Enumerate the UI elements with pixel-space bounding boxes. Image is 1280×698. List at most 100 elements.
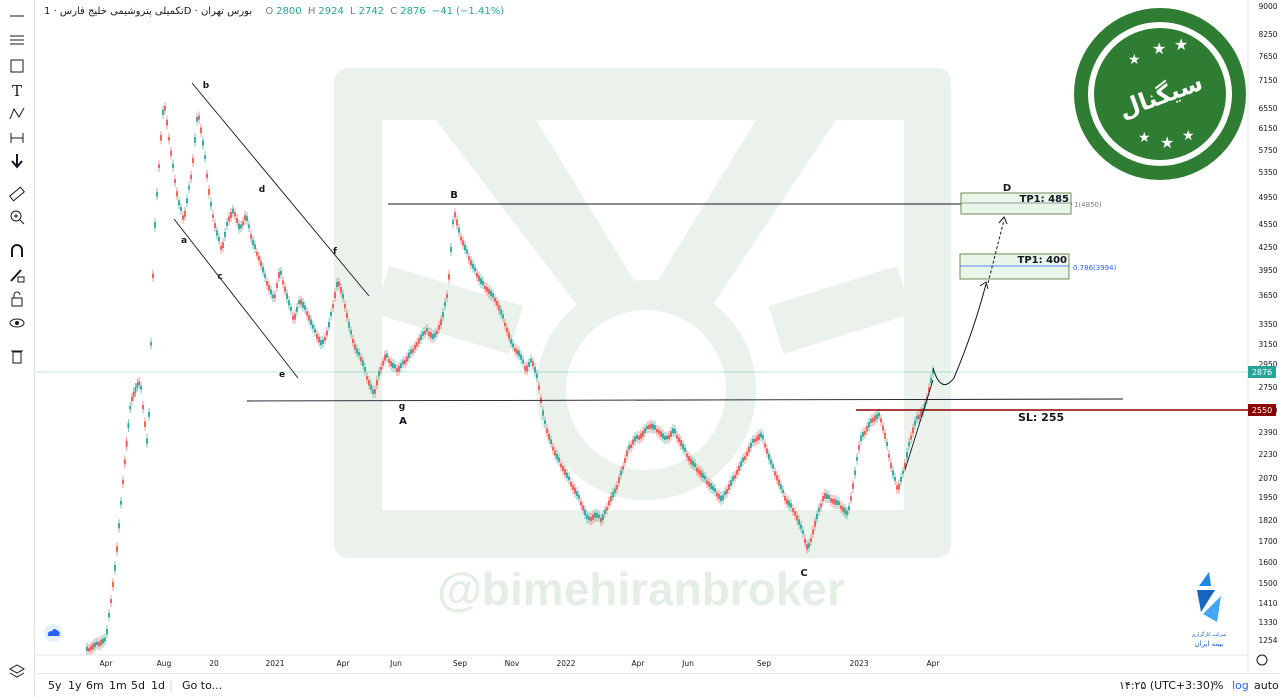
price-chart[interactable]: @bimehiranbroker 9000 8250 7650 7150 6550 615… (36, 0, 1280, 672)
range-5d-button[interactable]: 5d (131, 679, 145, 692)
candle-body (390, 361, 392, 367)
layers-icon[interactable] (6, 662, 28, 682)
candle-body (842, 506, 844, 512)
candle-body (744, 455, 746, 460)
candle-body (670, 431, 672, 437)
candle-body (570, 481, 572, 487)
candle-body (894, 477, 896, 481)
candle-body (816, 513, 818, 520)
timezone-label[interactable]: ۱۴:۲۵ (UTC+3:30) (1119, 679, 1215, 692)
range-1m-button[interactable]: 1m (109, 679, 127, 692)
candle-body (646, 425, 648, 430)
cloud-icon[interactable] (44, 624, 62, 642)
candle-body (520, 354, 522, 360)
candle-body (672, 428, 674, 434)
candle-body (932, 369, 934, 374)
candle-body (834, 498, 836, 505)
candle-body (764, 443, 766, 448)
candle-body (550, 439, 552, 444)
candle-body (424, 330, 426, 335)
candle-body (372, 389, 374, 394)
candle-body (616, 485, 618, 490)
zoom-in-icon[interactable] (6, 207, 28, 227)
candle-body (850, 496, 852, 501)
candle-body (340, 287, 342, 293)
candle-body (402, 360, 404, 365)
candle-body (290, 307, 292, 311)
candle-body (436, 330, 438, 335)
auto-toggle[interactable]: auto (1254, 679, 1279, 692)
candle-body (726, 489, 728, 494)
settings-gear-icon[interactable] (1256, 654, 1268, 666)
trend-line-icon[interactable] (6, 30, 28, 50)
fib-upper-label: 1(4850) (1074, 201, 1102, 209)
candle-body (284, 286, 286, 292)
candle-body (482, 280, 484, 286)
candle-body (288, 300, 290, 306)
crosshair-icon[interactable] (6, 6, 28, 26)
pattern-icon[interactable] (6, 104, 28, 124)
candle-body (514, 347, 516, 352)
symbol-title[interactable]: تکمیلی پتروشیمی خلیج فارس · 1D · بورس ته… (44, 6, 253, 17)
candle-body (198, 115, 200, 120)
candle-body (282, 280, 284, 285)
candle-body (910, 435, 912, 440)
candle-body (790, 503, 792, 508)
candle-body (788, 500, 790, 507)
candle-body (548, 433, 550, 440)
candle-body (600, 517, 602, 523)
candle-body (870, 418, 872, 423)
log-toggle[interactable]: log (1232, 679, 1249, 692)
eye-icon[interactable] (6, 313, 28, 333)
candle-body (310, 319, 312, 325)
candle-body (490, 290, 492, 297)
candle-body (330, 312, 332, 317)
range-1d-button[interactable]: 1d (151, 679, 165, 692)
candle-body (802, 530, 804, 534)
candle-body (770, 459, 772, 465)
candle-body (380, 366, 382, 371)
rectangle-icon[interactable] (6, 56, 28, 76)
text-icon[interactable]: T (6, 80, 28, 100)
candle-body (830, 498, 832, 503)
candle-body (584, 509, 586, 516)
candle-body (246, 216, 248, 221)
measure-icon[interactable] (6, 128, 28, 148)
candle-body (216, 230, 218, 236)
range-5y-button[interactable]: 5y (48, 679, 62, 692)
arrow-down-icon[interactable] (6, 151, 28, 171)
wave-label: f (333, 247, 337, 257)
candle-body (274, 294, 276, 298)
range-1y-button[interactable]: 1y (68, 679, 82, 692)
candle-body (776, 475, 778, 481)
candle-body (228, 216, 230, 222)
price-tick-label: 4950 (1258, 193, 1277, 202)
candle-body (702, 473, 704, 479)
candle-body (566, 472, 568, 478)
candle-body (506, 327, 508, 333)
candle-body (892, 470, 894, 476)
candle-body (532, 361, 534, 367)
trash-icon[interactable] (6, 346, 28, 366)
ruler-icon[interactable] (6, 184, 28, 204)
candle-body (396, 367, 398, 373)
percent-toggle[interactable]: % (1213, 679, 1224, 692)
candle-body (690, 458, 692, 465)
candle-body (526, 365, 528, 372)
wave-label: B (450, 190, 458, 201)
candle-body (96, 641, 98, 646)
lock-icon[interactable] (6, 289, 28, 309)
time-tick-label: 20 (209, 659, 219, 668)
range-6m-button[interactable]: 6m (86, 679, 104, 692)
candle-body (524, 366, 526, 371)
candle-body (426, 328, 428, 332)
candle-body (350, 330, 352, 335)
candle-body (554, 450, 556, 456)
goto-button[interactable]: Go to... (182, 679, 223, 692)
candle-body (98, 642, 100, 647)
candle-body (534, 367, 536, 373)
pencil-lock-icon[interactable] (6, 265, 28, 285)
candle-body (220, 245, 222, 250)
magnet-icon[interactable] (6, 241, 28, 261)
candle-body (866, 425, 868, 432)
